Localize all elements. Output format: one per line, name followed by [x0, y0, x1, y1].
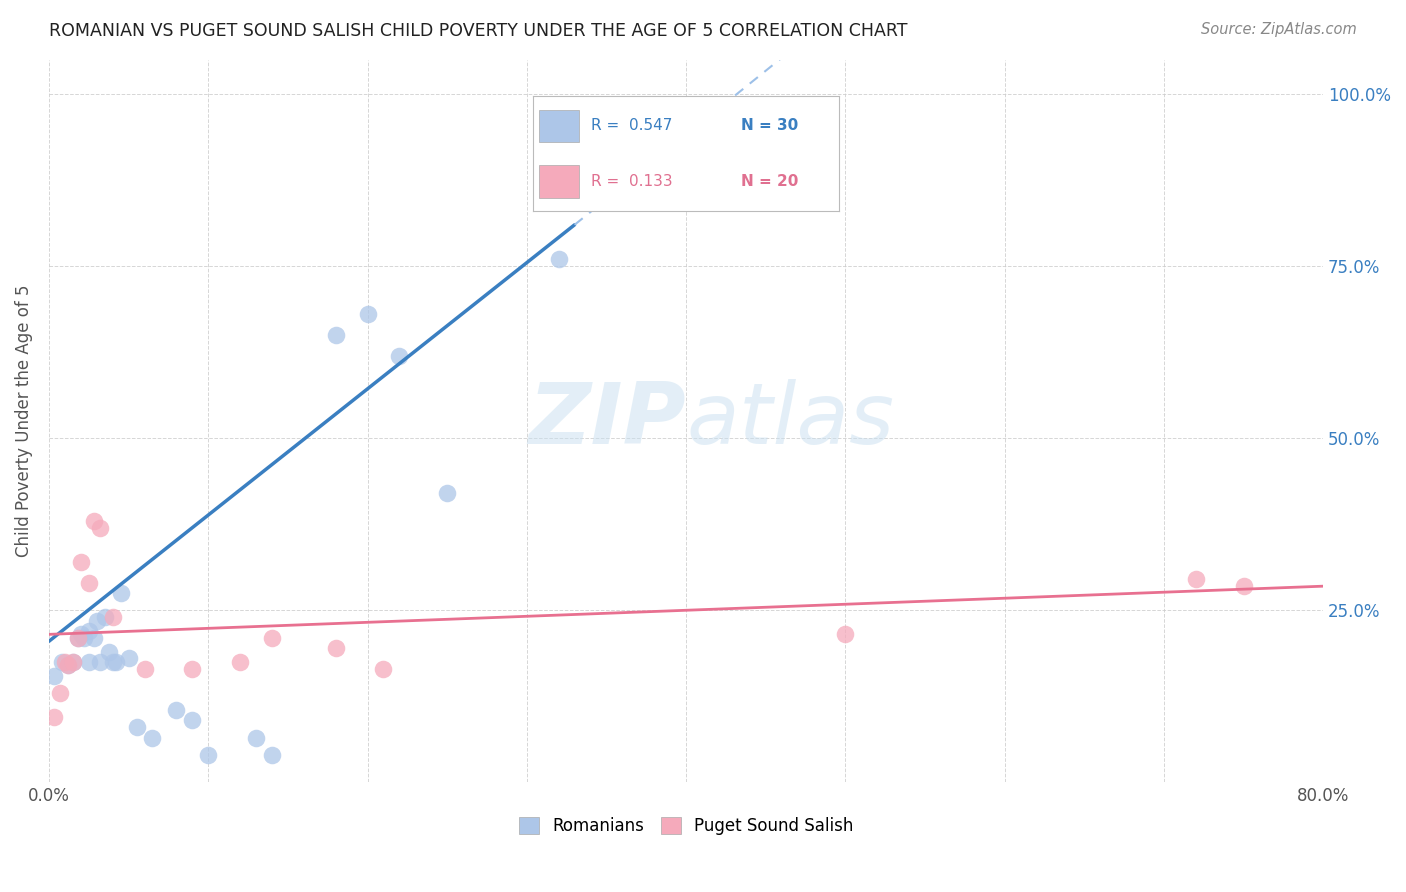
Point — [89, 655, 111, 669]
Point — [69, 627, 91, 641]
Point — [101, 655, 124, 669]
Point — [66, 631, 89, 645]
Point — [93, 610, 115, 624]
Point — [834, 627, 856, 641]
Point — [53, 655, 76, 669]
Point — [62, 655, 84, 669]
Point — [125, 720, 148, 734]
Point — [141, 731, 163, 745]
Point — [388, 349, 411, 363]
Point — [110, 586, 132, 600]
Point — [165, 703, 187, 717]
Point — [69, 555, 91, 569]
Point — [101, 610, 124, 624]
Point — [73, 631, 96, 645]
Point — [86, 614, 108, 628]
Point — [181, 714, 204, 728]
Point — [49, 686, 72, 700]
Point — [56, 658, 79, 673]
Point — [1232, 579, 1254, 593]
Text: ROMANIAN VS PUGET SOUND SALISH CHILD POVERTY UNDER THE AGE OF 5 CORRELATION CHAR: ROMANIAN VS PUGET SOUND SALISH CHILD POV… — [49, 22, 908, 40]
Point — [356, 307, 378, 321]
Point — [56, 658, 79, 673]
Text: Source: ZipAtlas.com: Source: ZipAtlas.com — [1201, 22, 1357, 37]
Point — [229, 655, 252, 669]
Point — [77, 655, 100, 669]
Point — [325, 641, 347, 656]
Point — [104, 655, 127, 669]
Point — [51, 655, 73, 669]
Point — [77, 624, 100, 638]
Point — [89, 521, 111, 535]
Text: ZIP: ZIP — [529, 379, 686, 462]
Point — [547, 252, 569, 267]
Point — [1184, 572, 1206, 586]
Point — [181, 662, 204, 676]
Point — [98, 644, 121, 658]
Point — [260, 631, 283, 645]
Point — [260, 747, 283, 762]
Point — [117, 651, 139, 665]
Point — [134, 662, 156, 676]
Legend: Romanians, Puget Sound Salish: Romanians, Puget Sound Salish — [519, 817, 853, 836]
Point — [436, 486, 458, 500]
Point — [42, 668, 65, 682]
Point — [42, 710, 65, 724]
Point — [245, 731, 267, 745]
Point — [77, 575, 100, 590]
Point — [62, 655, 84, 669]
Point — [197, 747, 219, 762]
Point — [83, 631, 105, 645]
Point — [325, 327, 347, 342]
Point — [83, 514, 105, 528]
Text: atlas: atlas — [686, 379, 894, 462]
Y-axis label: Child Poverty Under the Age of 5: Child Poverty Under the Age of 5 — [15, 285, 32, 558]
Point — [66, 631, 89, 645]
Point — [373, 662, 395, 676]
